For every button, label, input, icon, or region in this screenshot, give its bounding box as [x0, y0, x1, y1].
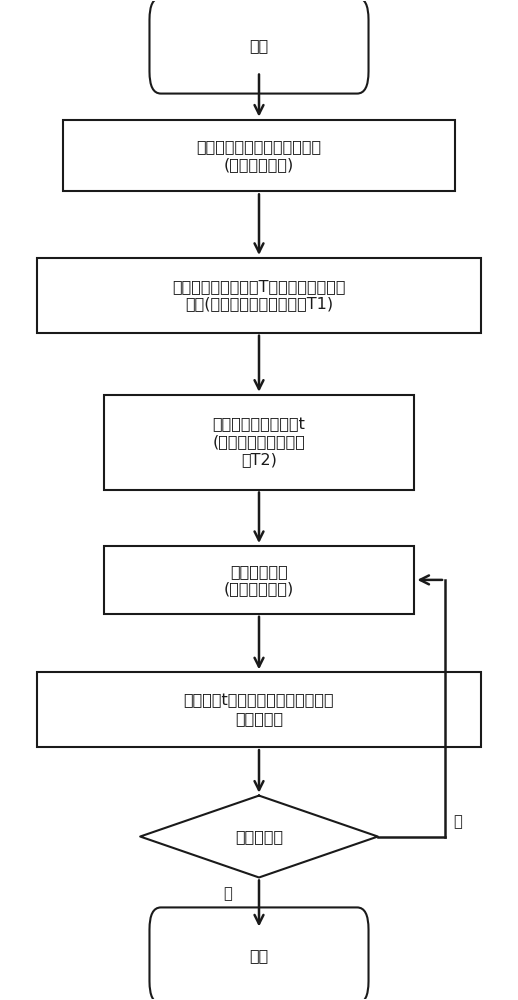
Text: 日前优化，确定未来T时间内系统的最优
工况(电能超短期优化时间为T1): 日前优化，确定未来T时间内系统的最优 工况(电能超短期优化时间为T1) [172, 279, 346, 311]
Text: 结束: 结束 [249, 948, 269, 963]
Bar [104, 546, 414, 614]
Bar [63, 120, 455, 191]
Text: 数据存储模块
(实时负荷输入): 数据存储模块 (实时负荷输入) [224, 564, 294, 596]
Text: 设置超短期优化时间t
(电能超短期优化时间
为T2): 设置超短期优化时间t (电能超短期优化时间 为T2) [212, 417, 306, 467]
Text: 获取气象、电价、气价等信息
(历史负荷输入): 获取气象、电价、气价等信息 (历史负荷输入) [196, 139, 322, 172]
Text: 是: 是 [224, 886, 233, 901]
Polygon shape [140, 796, 378, 877]
Text: 否: 否 [454, 814, 462, 829]
Bar [37, 672, 481, 747]
Text: 每隔时间t实现滚动优化，确定设备
的最优出力: 每隔时间t实现滚动优化，确定设备 的最优出力 [184, 694, 334, 726]
FancyBboxPatch shape [150, 0, 368, 94]
Bar [37, 258, 481, 333]
Bar [104, 395, 414, 490]
Text: 优化结束？: 优化结束？ [235, 829, 283, 844]
FancyBboxPatch shape [150, 907, 368, 1000]
Text: 开始: 开始 [249, 38, 269, 53]
